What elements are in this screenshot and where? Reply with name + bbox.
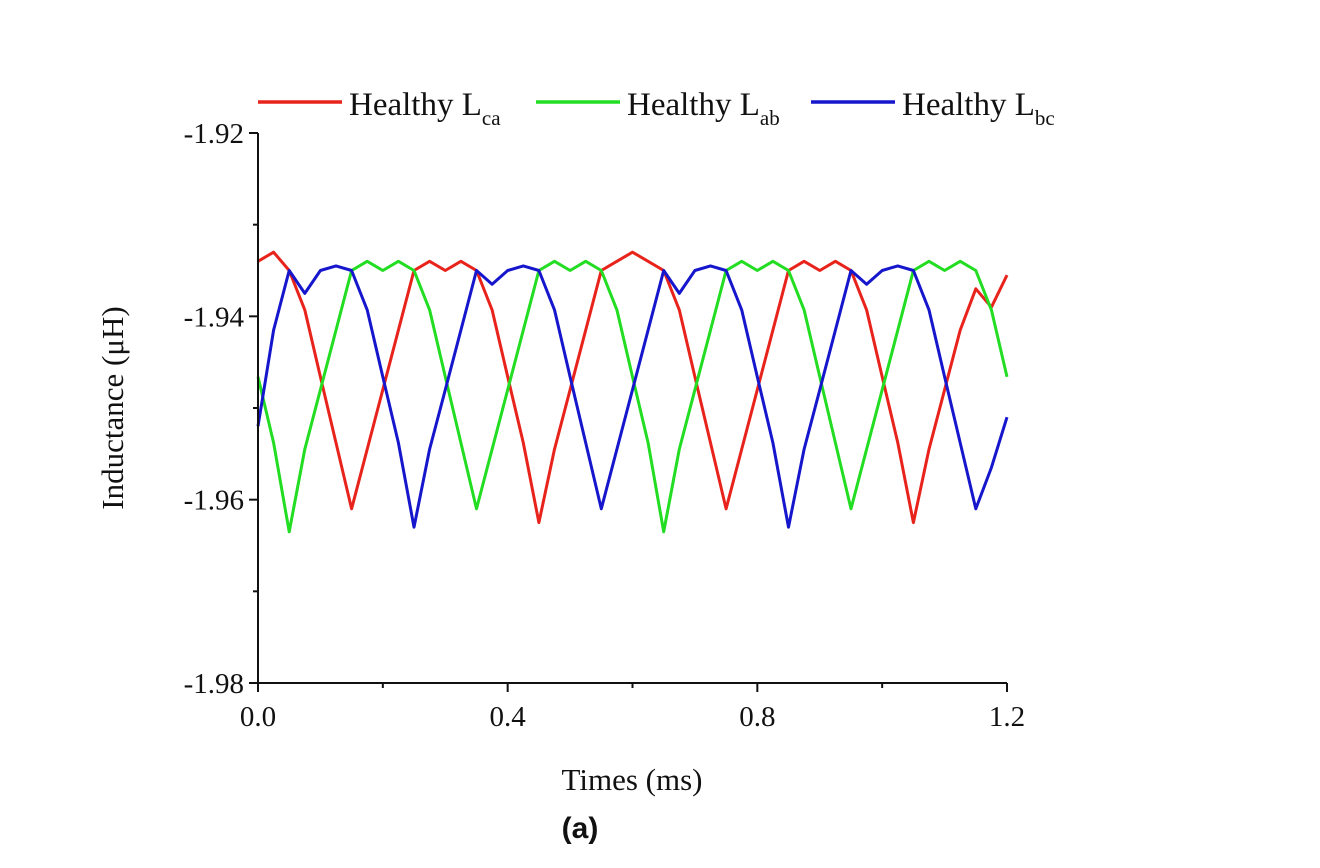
series-line-bc <box>256 264 1009 529</box>
plot-area <box>256 250 1009 534</box>
y-tick-label: -1.98 <box>184 668 244 700</box>
x-tick-label: 1.2 <box>989 701 1025 733</box>
y-tick-label: -1.94 <box>184 301 245 333</box>
figure-caption: (a) <box>561 812 599 845</box>
series-line-ca <box>257 250 1009 525</box>
y-tick-label: -1.92 <box>184 118 244 150</box>
y-tick-label: -1.96 <box>184 485 244 517</box>
legend-subscript: ca <box>482 106 501 130</box>
legend-subscript: ab <box>760 106 780 130</box>
legend-label-ab: Healthy Lab <box>627 87 780 130</box>
axes: -1.92 -1.94 -1.96 -1.980.0 0.4 0.8 1.2 <box>184 118 1026 733</box>
legend-subscript: bc <box>1035 106 1055 130</box>
x-tick-label: 0.4 <box>490 701 527 733</box>
legend: Healthy Lca Healthy Lab Healthy Lbc <box>258 87 1055 130</box>
y-axis-label: Inductance (μH) <box>95 306 130 509</box>
x-tick-label: 0.0 <box>240 701 276 733</box>
legend-label-ca: Healthy Lca <box>349 87 501 130</box>
x-tick-label: 0.8 <box>739 701 775 733</box>
x-axis-label: Times (ms) <box>562 762 703 797</box>
legend-label-bc: Healthy Lbc <box>902 87 1055 130</box>
series-line-ab <box>256 259 1009 534</box>
